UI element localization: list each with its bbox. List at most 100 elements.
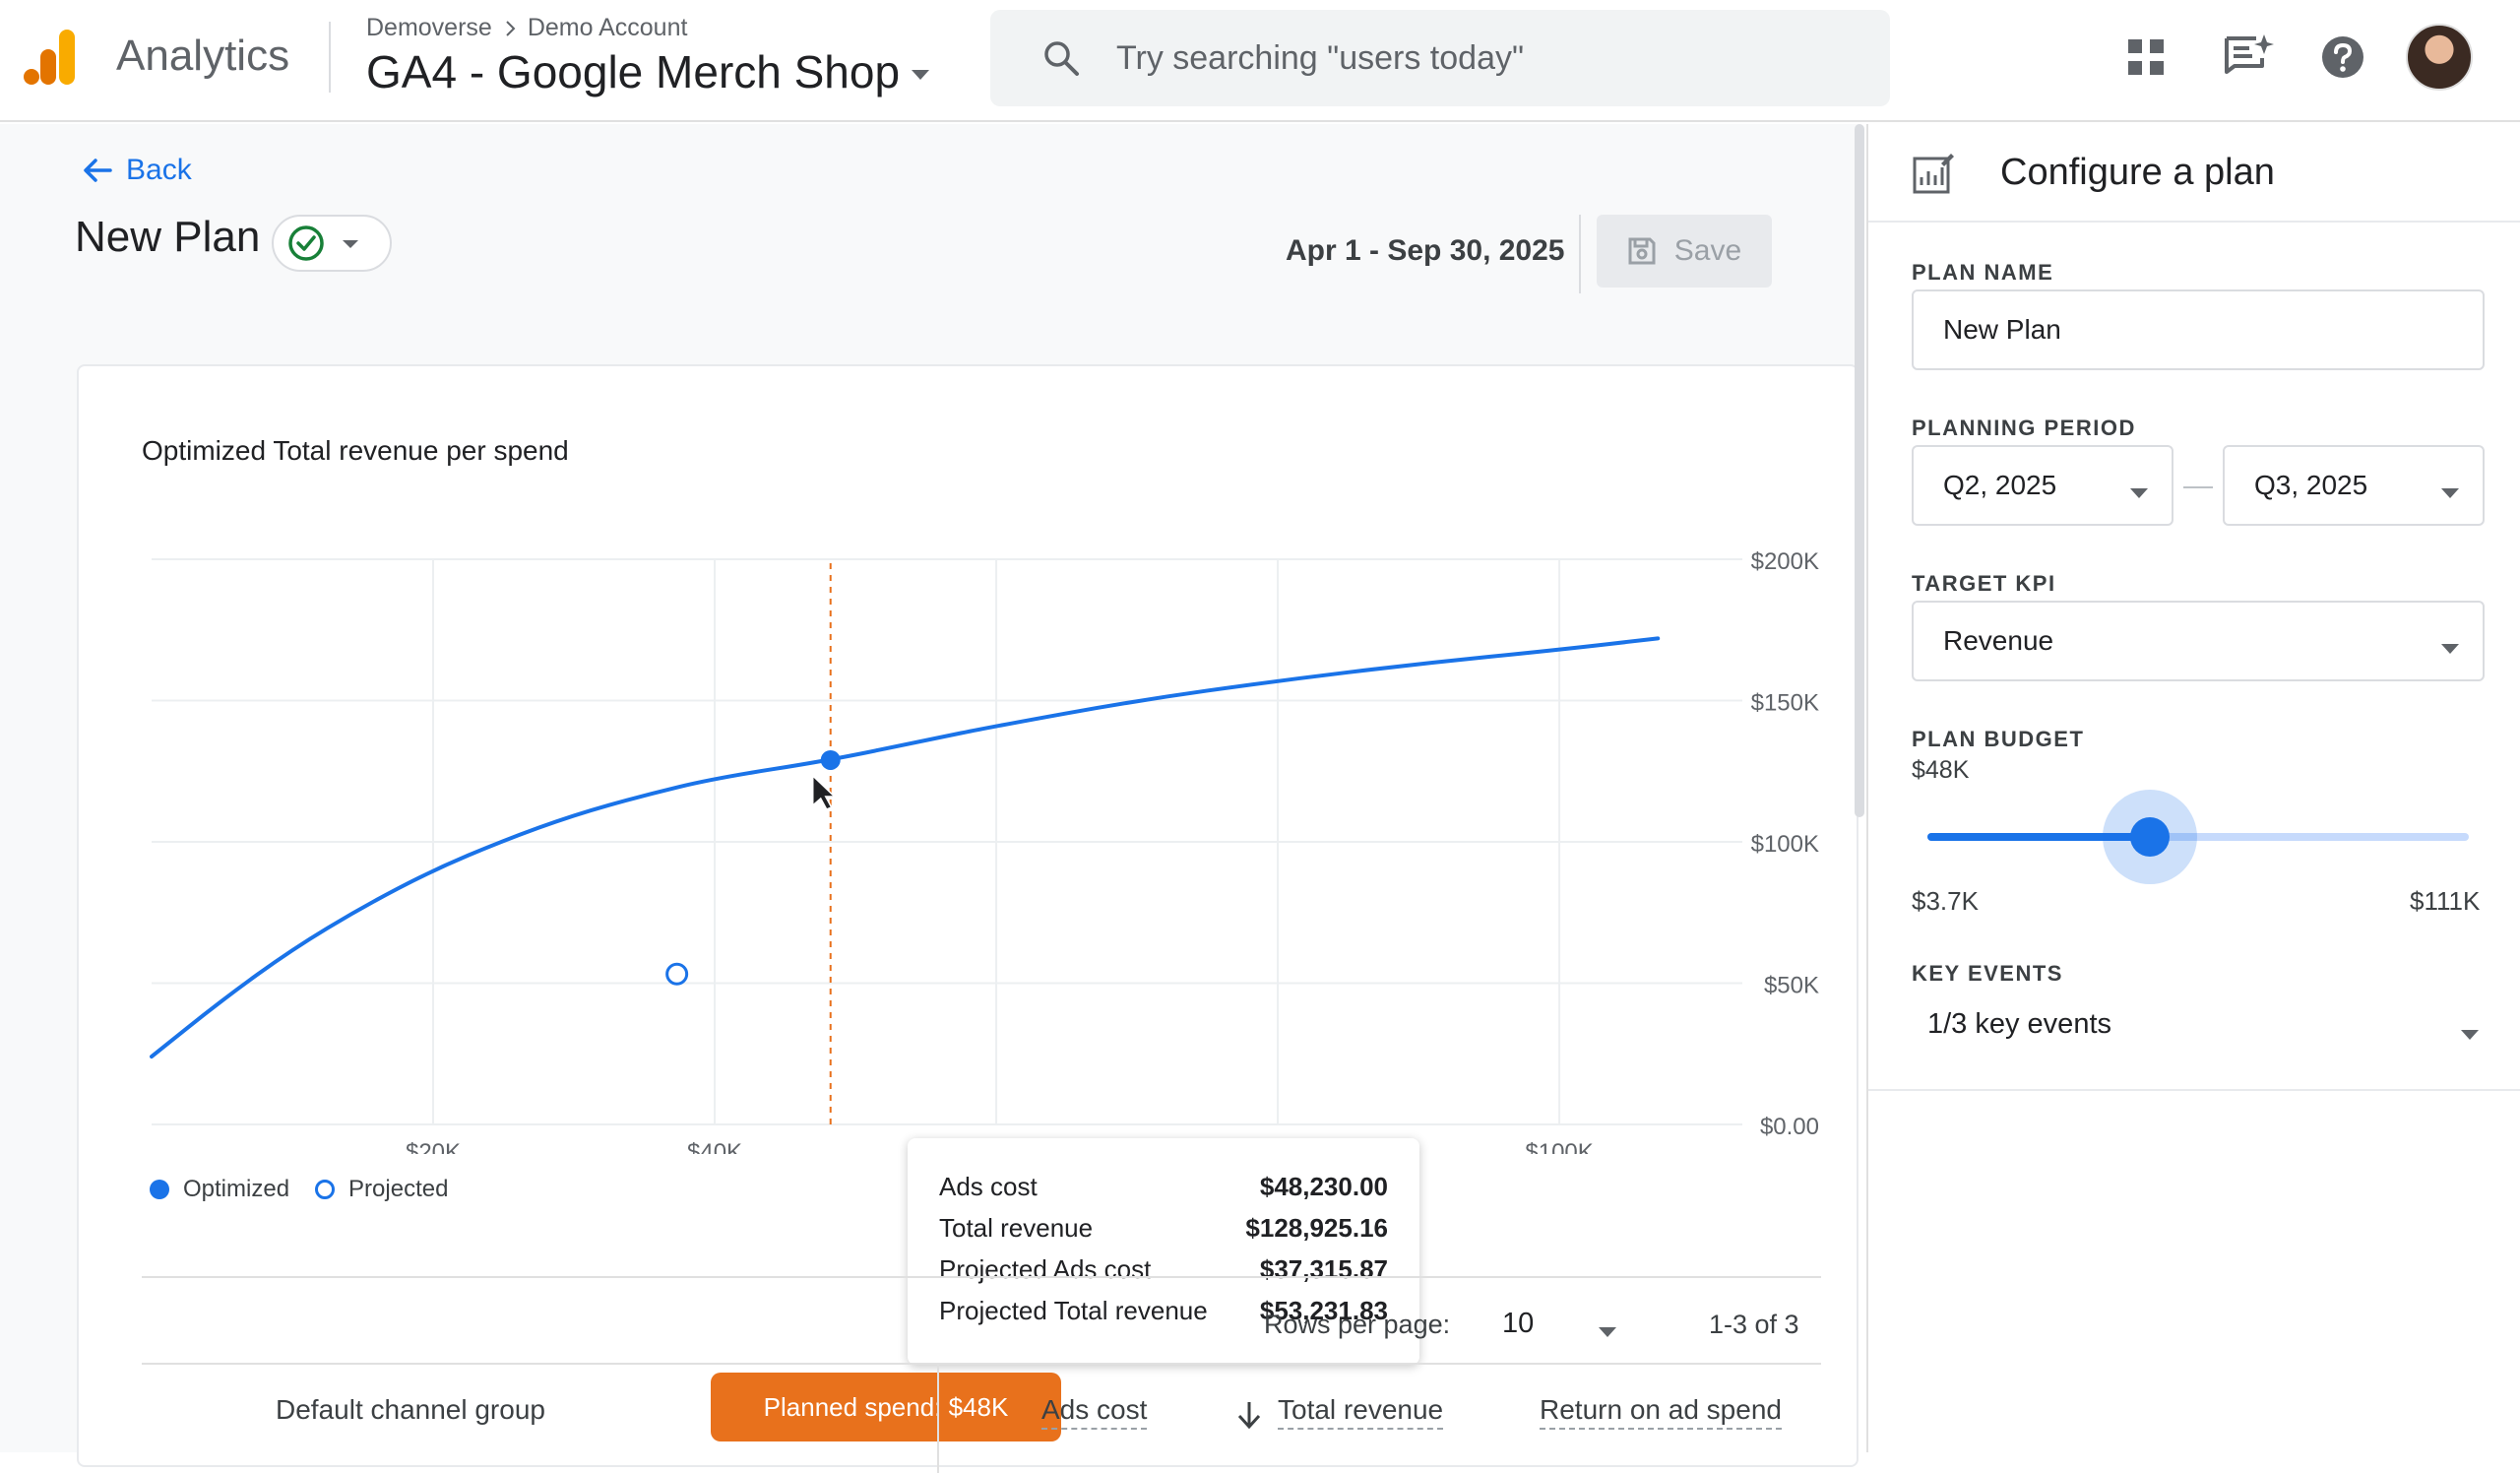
chart-edit-icon: [1913, 154, 1954, 194]
chart-tooltip: Ads cost $48,230.00 Total revenue $128,925…: [908, 1138, 1419, 1365]
plan-name-value: New Plan: [1943, 314, 2061, 345]
target-kpi-value: Revenue: [1943, 625, 2054, 656]
tooltip-label: Projected Ads cost: [939, 1254, 1152, 1284]
y-tick-label: $100K: [1751, 831, 1819, 858]
plan-budget-label: PLAN BUDGET: [1912, 727, 2085, 751]
budget-slider-track[interactable]: [1927, 833, 2469, 841]
back-label: Back: [126, 154, 192, 186]
mouse-cursor-icon: [811, 774, 837, 810]
caret-down-icon: [2441, 488, 2459, 498]
caret-down-icon: [343, 240, 358, 248]
column-divider: [937, 1365, 939, 1473]
revenue-chart[interactable]: $0.00$50K$100K$150K$200K$20K$40K$60K$80K…: [79, 366, 1860, 1154]
plan-name-input[interactable]: New Plan: [1912, 289, 2485, 370]
y-tick-label: $0.00: [1760, 1114, 1819, 1140]
key-events-label: KEY EVENTS: [1912, 961, 2063, 986]
table-top-divider: [142, 1276, 1821, 1278]
panel-header: Configure a plan: [1868, 124, 2520, 223]
budget-min-label: $3.7K: [1912, 886, 1979, 916]
analytics-logo-icon[interactable]: [22, 26, 81, 89]
optimized-series-line: [150, 636, 1661, 1059]
top-bar: Analytics Demoverse Demo Account GA4 - G…: [0, 0, 2520, 122]
period-separator: [2183, 486, 2213, 488]
tooltip-label: Projected Total revenue: [939, 1296, 1208, 1325]
plan-title: New Plan: [75, 213, 261, 261]
app-name: Analytics: [116, 32, 290, 80]
tooltip-row: Ads cost $48,230.00: [939, 1172, 1388, 1213]
breadcrumb[interactable]: Demoverse Demo Account: [366, 14, 687, 42]
chevron-right-icon: [506, 20, 516, 36]
period-end-select[interactable]: Q3, 2025: [2223, 445, 2485, 526]
save-button[interactable]: Save: [1597, 215, 1772, 288]
column-header-ads-cost[interactable]: Ads cost: [1041, 1394, 1148, 1430]
panel-divider: [1868, 1089, 2520, 1091]
key-events-select[interactable]: 1/3 key events: [1927, 1008, 2479, 1057]
target-kpi-label: TARGET KPI: [1912, 571, 2056, 596]
breadcrumb-item[interactable]: Demoverse: [366, 14, 492, 41]
save-label: Save: [1673, 234, 1742, 267]
tooltip-value: $48,230.00: [1259, 1172, 1388, 1201]
property-name: GA4 - Google Merch Shop: [366, 46, 901, 97]
tooltip-label: Ads cost: [939, 1172, 1038, 1201]
save-icon: [1628, 237, 1656, 265]
budget-slider-fill: [1927, 833, 2150, 841]
tooltip-value: $37,315.87: [1259, 1254, 1388, 1284]
property-selector[interactable]: GA4 - Google Merch Shop: [366, 45, 930, 98]
tooltip-row: Projected Total revenue $53,231.83: [939, 1296, 1388, 1337]
caret-down-icon: [2441, 644, 2459, 654]
tooltip-row: Projected Ads cost $37,315.87: [939, 1254, 1388, 1296]
tooltip-value: $53,231.83: [1259, 1296, 1388, 1325]
column-header-roas[interactable]: Return on ad spend: [1540, 1394, 1782, 1430]
plan-status-dropdown[interactable]: [272, 215, 392, 272]
legend-projected-label: Projected: [348, 1176, 449, 1202]
caret-down-icon[interactable]: [1599, 1327, 1616, 1337]
column-header-channel-group[interactable]: Default channel group: [276, 1394, 545, 1425]
projected-point: [665, 962, 689, 986]
main-content: Back New Plan Apr 1 - Sep 30, 2025 Save …: [0, 124, 1858, 1473]
x-tick-label: $20K: [406, 1139, 461, 1154]
budget-max-label: $111K: [2410, 886, 2481, 916]
column-header-total-revenue[interactable]: Total revenue: [1278, 1394, 1444, 1430]
search-bar[interactable]: [990, 10, 1890, 106]
header-divider: [329, 22, 331, 93]
legend-optimized-label: Optimized: [183, 1176, 290, 1202]
breadcrumb-item[interactable]: Demo Account: [527, 14, 688, 41]
legend-optimized-marker: [150, 1180, 169, 1199]
tooltip-row: Total revenue $128,925.16: [939, 1213, 1388, 1254]
help-icon[interactable]: [2315, 30, 2370, 85]
configure-plan-panel: Configure a plan PLAN NAME New Plan PLAN…: [1866, 124, 2520, 1452]
search-icon: [1044, 41, 1079, 76]
toolbar-divider: [1579, 215, 1581, 293]
x-tick-label: $40K: [687, 1139, 742, 1154]
back-link[interactable]: Back: [83, 154, 192, 187]
target-kpi-select[interactable]: Revenue: [1912, 601, 2485, 681]
plan-budget-value: $48K: [1912, 756, 1970, 784]
caret-down-icon: [2130, 488, 2148, 498]
period-end-value: Q3, 2025: [2254, 470, 2368, 500]
apps-grid-icon[interactable]: [2118, 30, 2174, 85]
insights-feedback-icon[interactable]: [2221, 30, 2276, 85]
check-circle-icon: [288, 225, 324, 261]
plan-chart-card: Optimized Total revenue per spend $0.00 $…: [77, 364, 1860, 1473]
budget-slider-thumb[interactable]: [2129, 817, 2170, 857]
y-tick-label: $150K: [1751, 690, 1819, 717]
period-start-select[interactable]: Q2, 2025: [1912, 445, 2174, 526]
legend-projected-marker: [315, 1180, 336, 1199]
pagination-status: 1-3 of 3: [1709, 1310, 1799, 1339]
rows-per-page-select[interactable]: 10: [1502, 1308, 1535, 1339]
caret-down-icon: [912, 70, 930, 80]
x-tick-label: $100K: [1525, 1139, 1593, 1154]
planned-spend-chip[interactable]: Planned spend: $48K: [711, 1373, 1061, 1441]
chart-legend: Optimized Projected: [150, 1176, 448, 1203]
search-input[interactable]: [1116, 38, 1805, 78]
y-tick-label: $50K: [1764, 973, 1819, 999]
main-scrollbar[interactable]: [1855, 124, 1864, 817]
account-avatar[interactable]: [2406, 24, 2473, 91]
panel-title: Configure a plan: [2000, 152, 2275, 193]
period-start-value: Q2, 2025: [1943, 470, 2057, 500]
date-range[interactable]: Apr 1 - Sep 30, 2025: [1286, 234, 1565, 267]
planning-period-label: PLANNING PERIOD: [1912, 416, 2136, 440]
table-header-divider: [142, 1363, 1821, 1365]
arrow-down-sort-icon[interactable]: [1236, 1400, 1262, 1430]
plan-name-label: PLAN NAME: [1912, 260, 2054, 285]
